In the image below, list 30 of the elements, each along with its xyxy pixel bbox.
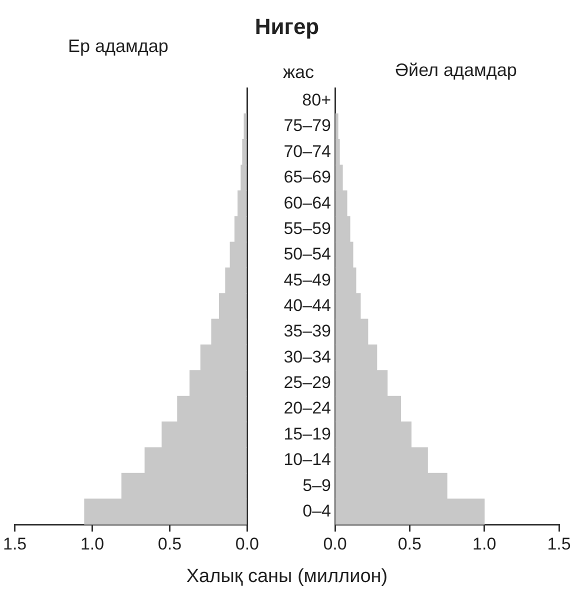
y-tick-label: 30–34 [284,347,331,366]
text: Әйел адамдар [395,60,517,81]
y-tick-label: 80+ [302,90,332,110]
y-tick-label: 50–54 [284,244,331,264]
x-tick-label: 1.5 [547,534,571,554]
y-tick-label: 45–49 [284,270,331,290]
x-tick-label: 0.0 [235,534,260,554]
y-tick-label: 15–19 [284,424,331,444]
y-tick-label: 60–64 [284,193,331,212]
x-tick-label: 1.5 [2,534,27,554]
y-tick-label: 20–24 [284,398,331,418]
y-tick-label: 0–4 [302,501,331,520]
y-axis-title: жас [282,62,316,83]
y-tick-label: 55–59 [284,218,331,238]
y-tick-label: 65–69 [284,168,331,187]
y-tick-label: 35–39 [284,322,331,341]
y-tick-label: 10–14 [284,450,331,470]
y-tick-label: 25–29 [284,373,331,392]
x-tick-label: 1.0 [472,534,496,554]
x-axis-title: Халық саны (миллион) [185,566,389,588]
chart-title: Нигер [254,14,320,39]
x-tick-label: 1.0 [80,534,104,554]
x-tick-label: 0.5 [398,534,422,554]
y-tick-label: 75–79 [284,116,331,136]
y-tick-label: 70–74 [284,142,331,161]
y-tick-label: 40–44 [284,296,331,315]
x-tick-label: 0.0 [323,534,347,554]
x-tick-label: 0.5 [158,534,182,554]
y-tick-label: 5–9 [302,476,331,495]
text: Ер адамдар [68,36,168,57]
